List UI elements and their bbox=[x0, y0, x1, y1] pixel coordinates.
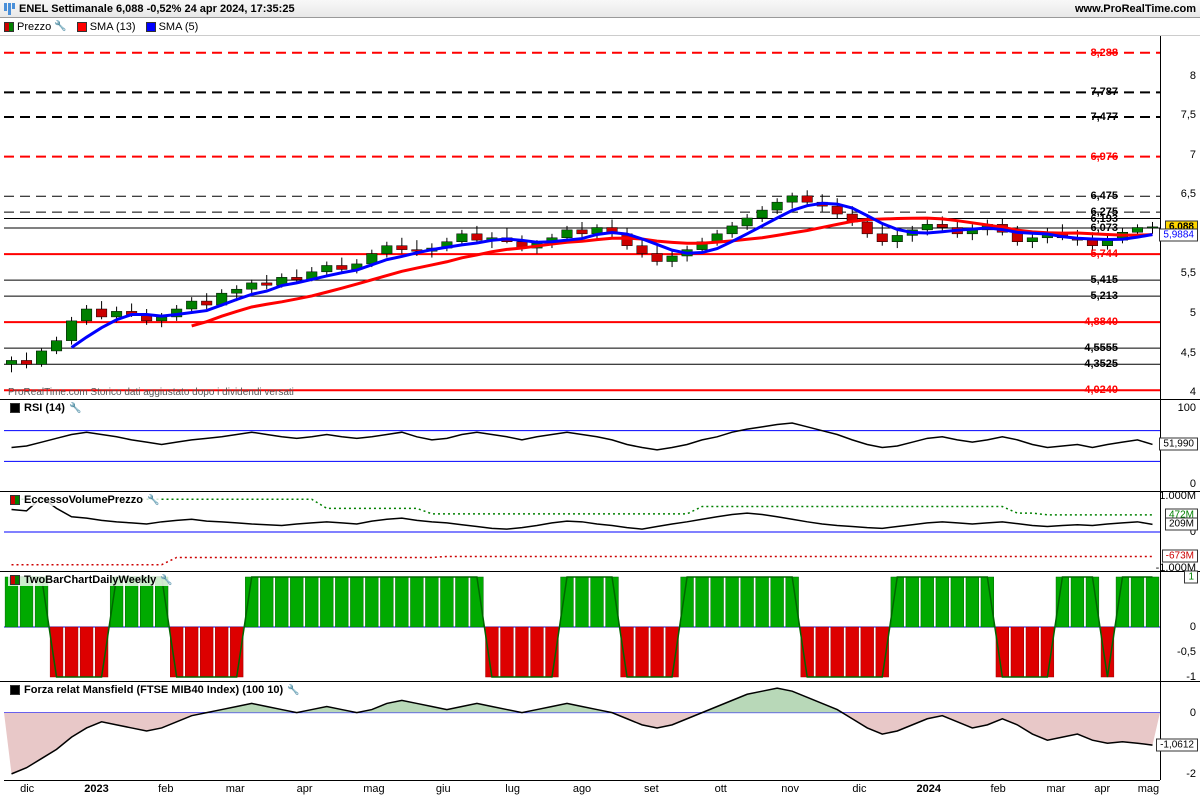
candle-icon bbox=[4, 3, 15, 15]
prezzo-swatch bbox=[4, 22, 14, 32]
sma5-swatch bbox=[146, 22, 156, 32]
x-tick: 2023 bbox=[84, 783, 108, 795]
twobar-panel[interactable]: TwoBarChartDailyWeekly🔧-1-0,5011 bbox=[0, 572, 1200, 682]
hline-label: 8,288 bbox=[1090, 47, 1118, 59]
x-tick: feb bbox=[158, 783, 173, 795]
legend-sma5: SMA (5) bbox=[159, 21, 199, 33]
hline-label: 5,415 bbox=[1090, 274, 1118, 286]
x-tick: ott bbox=[715, 783, 727, 795]
rsi-value-box: 51,990 bbox=[1159, 438, 1198, 451]
evp-panel[interactable]: EccessoVolumePrezzo🔧1.000M0-1.000M472M20… bbox=[0, 492, 1200, 572]
legend-prezzo: Prezzo bbox=[17, 21, 51, 33]
mansfield-label: Forza relat Mansfield (FTSE MIB40 Index)… bbox=[8, 684, 302, 696]
hline-label: 5,744 bbox=[1090, 248, 1118, 260]
x-tick: lug bbox=[505, 783, 520, 795]
chart-title: ENEL Settimanale 6,088 -0,52% 24 apr 202… bbox=[19, 3, 295, 15]
hline-label: 4,5555 bbox=[1084, 342, 1118, 354]
x-tick: 2024 bbox=[917, 783, 941, 795]
x-tick: mag bbox=[363, 783, 384, 795]
footer-note: ProRealTime.com Storico dati aggiustato … bbox=[8, 387, 294, 398]
evp-value-box: -673M bbox=[1162, 550, 1198, 563]
hline-label: 6,976 bbox=[1090, 151, 1118, 163]
hline-label: 6,475 bbox=[1090, 190, 1118, 202]
x-tick: set bbox=[644, 783, 659, 795]
x-tick: feb bbox=[991, 783, 1006, 795]
evp-value-box: 209M bbox=[1165, 518, 1198, 531]
x-tick: apr bbox=[297, 783, 313, 795]
x-tick: dic bbox=[20, 783, 34, 795]
evp-label: EccessoVolumePrezzo🔧 bbox=[8, 494, 161, 506]
x-tick: mag bbox=[1138, 783, 1159, 795]
rsi-label: RSI (14)🔧 bbox=[8, 402, 83, 414]
x-tick: giu bbox=[436, 783, 451, 795]
hline-label: 7,787 bbox=[1090, 86, 1118, 98]
twobar-label: TwoBarChartDailyWeekly🔧 bbox=[8, 574, 175, 586]
mansfield-value-box: -1,0612 bbox=[1156, 739, 1198, 752]
sma5-box: 5,9884 bbox=[1159, 228, 1198, 241]
hline-label: 4,0240 bbox=[1084, 384, 1118, 396]
x-tick: ago bbox=[573, 783, 591, 795]
title-bar: ENEL Settimanale 6,088 -0,52% 24 apr 202… bbox=[0, 0, 1200, 18]
hline-label: 4,3525 bbox=[1084, 358, 1118, 370]
x-tick: nov bbox=[781, 783, 799, 795]
x-tick: mar bbox=[226, 783, 245, 795]
hline-label: 5,213 bbox=[1090, 290, 1118, 302]
x-tick: dic bbox=[852, 783, 866, 795]
hline-label: 4,8840 bbox=[1084, 316, 1118, 328]
x-tick: apr bbox=[1094, 783, 1110, 795]
brand-link[interactable]: www.ProRealTime.com bbox=[1075, 3, 1196, 15]
rsi-panel[interactable]: RSI (14)🔧010051,990 bbox=[0, 400, 1200, 492]
hline-label: 7,477 bbox=[1090, 111, 1118, 123]
sma13-swatch bbox=[77, 22, 87, 32]
wrench-icon[interactable]: 🔧 bbox=[54, 21, 66, 32]
legend-bar: Prezzo🔧 SMA (13) SMA (5) bbox=[0, 18, 1200, 36]
hline-label: 6,073 bbox=[1090, 222, 1118, 234]
x-axis: dic 2023 feb mar apr mag giu lug ago set ott nov dic… bbox=[4, 780, 1160, 800]
mansfield-panel[interactable]: Forza relat Mansfield (FTSE MIB40 Index)… bbox=[0, 682, 1200, 780]
legend-sma13: SMA (13) bbox=[90, 21, 136, 33]
x-tick: mar bbox=[1046, 783, 1065, 795]
price-panel[interactable]: 8,2887,7877,4776,9766,4756,2756,1936,073… bbox=[0, 36, 1200, 400]
twobar-value-box: 1 bbox=[1184, 571, 1198, 584]
